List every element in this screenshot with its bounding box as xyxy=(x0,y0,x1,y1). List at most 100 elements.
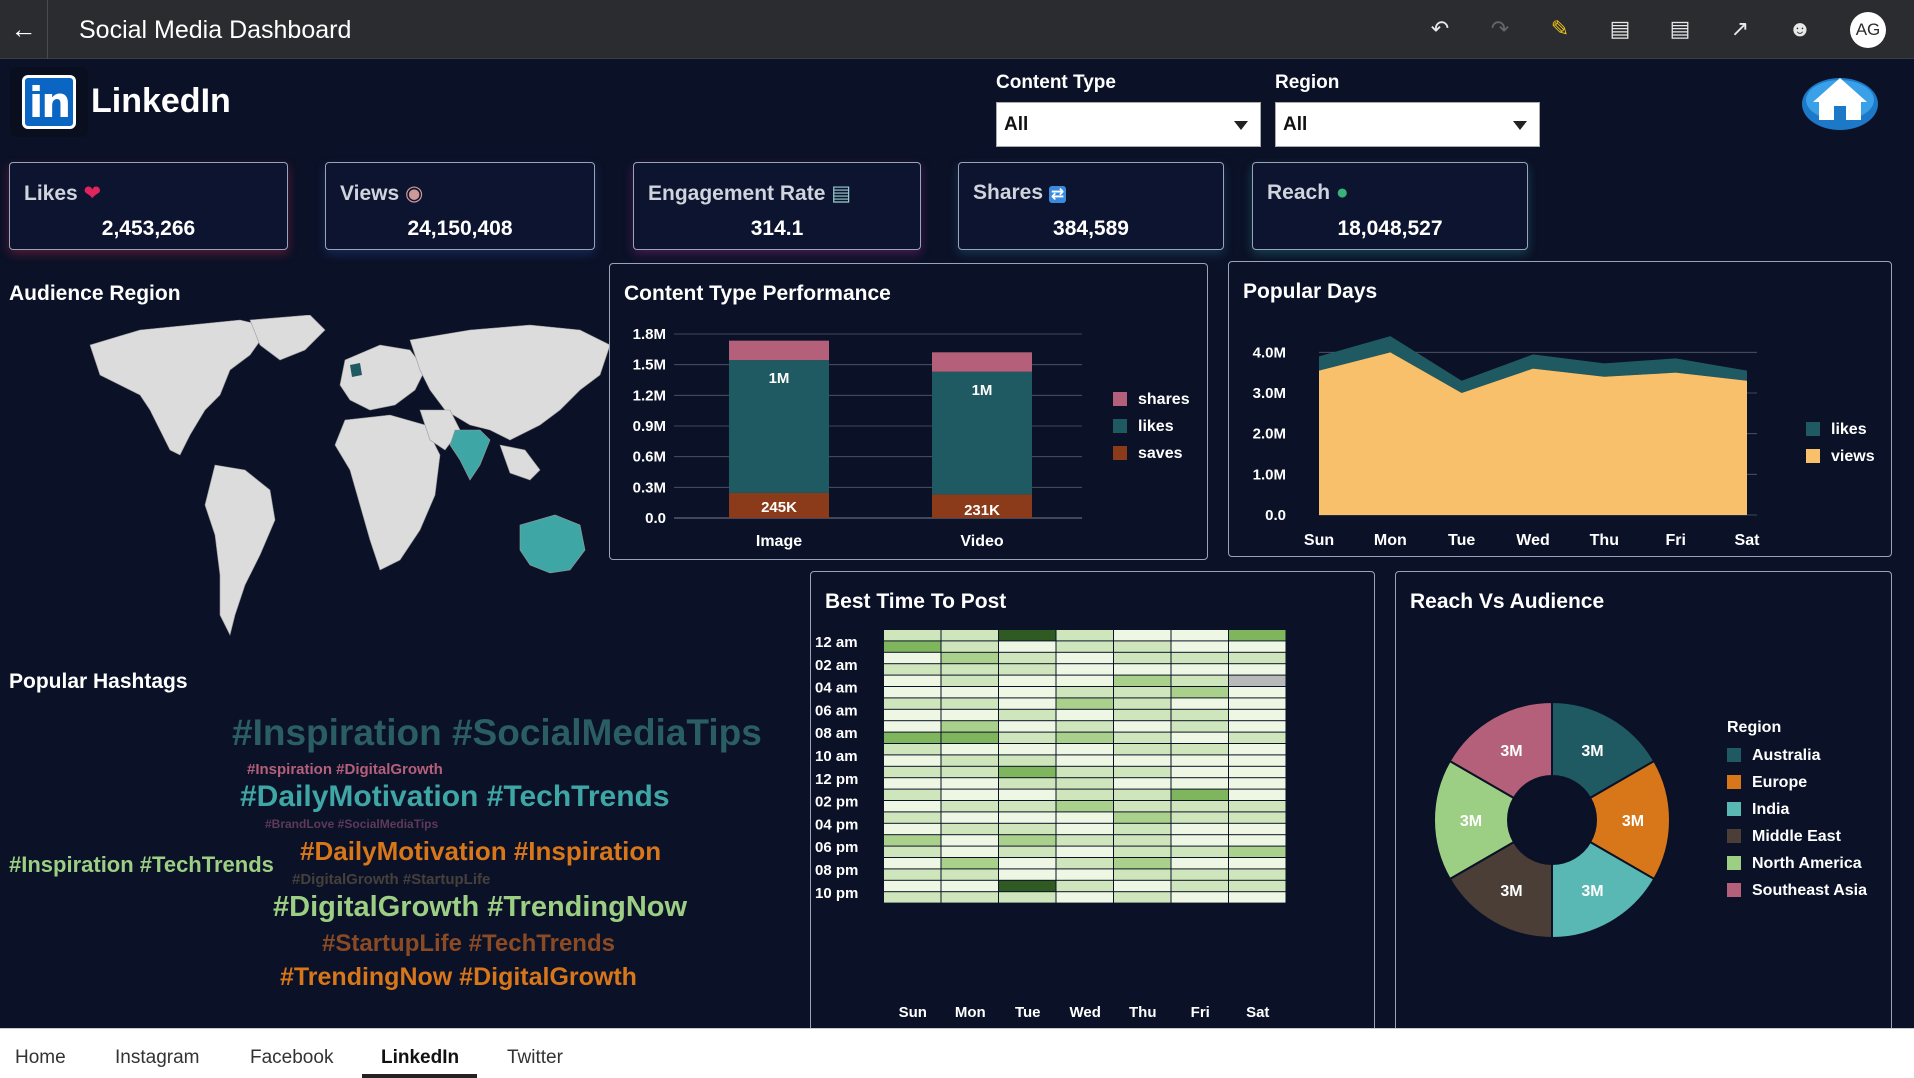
heatmap-cell xyxy=(884,652,941,664)
tab-twitter[interactable]: Twitter xyxy=(507,1047,563,1068)
heatmap-cell xyxy=(884,869,941,880)
hashtag-item[interactable]: #DailyMotivation #TechTrends xyxy=(240,780,670,813)
y-tick-label: 04 pm xyxy=(815,816,858,833)
content-type-chart-title: Content Type Performance xyxy=(624,282,891,305)
heatmap-cell xyxy=(1171,801,1228,812)
heatmap-cell xyxy=(1171,732,1228,743)
comment-icon[interactable]: ▤ xyxy=(1669,16,1691,41)
y-tick-label: 10 am xyxy=(815,748,858,765)
x-tick-label: Video xyxy=(960,533,1004,550)
legend-swatch xyxy=(1113,392,1127,406)
tab-instagram[interactable]: Instagram xyxy=(115,1047,200,1068)
heatmap-cell xyxy=(884,721,941,732)
heatmap-cell xyxy=(1056,869,1113,880)
tab-home[interactable]: Home xyxy=(15,1047,66,1068)
world-map[interactable] xyxy=(80,315,610,670)
avatar[interactable]: AG xyxy=(1850,12,1886,48)
heatmap-cell xyxy=(999,835,1056,846)
legend-label: Australia xyxy=(1752,747,1821,764)
legend-label: Middle East xyxy=(1752,828,1842,845)
heatmap-cell xyxy=(1114,755,1171,766)
y-tick-label: 1.0M xyxy=(1253,466,1286,483)
x-tick-label: Fri xyxy=(1191,1004,1210,1021)
heatmap-cell xyxy=(1171,778,1228,789)
reach-audience-chart-title: Reach Vs Audience xyxy=(1410,590,1605,613)
hashtag-item[interactable]: #Inspiration #DigitalGrowth xyxy=(247,761,443,778)
heatmap-cell xyxy=(1056,652,1113,664)
hashtag-item[interactable]: #BrandLove #SocialMediaTips xyxy=(265,817,439,831)
hashtag-item[interactable]: #TrendingNow #DigitalGrowth xyxy=(280,963,637,991)
y-tick-label: 0.3M xyxy=(633,479,666,496)
legend-label: saves xyxy=(1138,445,1183,462)
hashtag-item[interactable]: #StartupLife #TechTrends xyxy=(322,930,615,957)
heatmap-cell xyxy=(884,630,941,641)
heatmap-cell xyxy=(1171,835,1228,846)
popular-days-chart: 0.0 1.0M 2.0M 3.0M 4.0M Sun Mon Tue Wed Thu Fri Sat… xyxy=(1253,336,1875,549)
region-value: All xyxy=(1283,114,1308,135)
heatmap-cell xyxy=(999,630,1056,641)
heatmap-cell xyxy=(1171,823,1228,835)
content-type-select[interactable]: All xyxy=(996,102,1261,147)
heatmap-cell xyxy=(999,664,1056,675)
user-icon[interactable]: ☻ xyxy=(1788,16,1812,41)
heatmap-cell xyxy=(1056,858,1113,869)
kpi-shares-value: 384,589 xyxy=(1053,217,1129,240)
map-north-america xyxy=(89,319,271,456)
hashtag-item[interactable]: #Inspiration #SocialMediaTips xyxy=(232,712,762,753)
hashtag-item[interactable]: #DigitalGrowth #StartupLife xyxy=(292,871,491,888)
map-europe xyxy=(339,344,426,411)
region-select[interactable]: All xyxy=(1275,102,1540,147)
hashtag-item[interactable]: #DailyMotivation #Inspiration xyxy=(300,836,662,866)
x-tick-label: Sat xyxy=(1246,1004,1269,1021)
heatmap-cell xyxy=(884,675,941,686)
heatmap-cell xyxy=(884,641,941,652)
home-icon[interactable] xyxy=(1801,72,1879,132)
data-label: 245K xyxy=(761,499,797,516)
heatmap-cell xyxy=(1171,709,1228,721)
back-arrow-icon[interactable]: ← xyxy=(0,0,48,59)
repeat-icon: ⇄ xyxy=(1048,186,1067,203)
app-header: ← Social Media Dashboard ↶ ↷ ✎ ▤ ▤ ↗ ☻ A… xyxy=(0,0,1914,59)
heatmap-cell xyxy=(941,664,998,675)
legend-swatch xyxy=(1727,775,1741,789)
heatmap-cell xyxy=(1229,755,1286,766)
map-india xyxy=(449,429,491,481)
heatmap-cell xyxy=(1229,869,1286,880)
hashtag-item[interactable]: #Inspiration #TechTrends xyxy=(9,852,274,877)
bar-segment-saves xyxy=(932,494,1032,518)
content-type-chart: 0.0 0.3M 0.6M 0.9M 1.2M 1.5M 1.8M Image Video 245… xyxy=(633,326,1190,550)
tab-facebook[interactable]: Facebook xyxy=(250,1047,334,1068)
heatmap-cell xyxy=(1056,721,1113,732)
legend-label: views xyxy=(1831,448,1875,465)
data-icon[interactable]: ▤ xyxy=(1609,16,1631,41)
heatmap-cell xyxy=(1056,709,1113,721)
heatmap-cell xyxy=(884,755,941,766)
redo-icon[interactable]: ↷ xyxy=(1490,16,1510,41)
map-south-america xyxy=(204,464,276,636)
heatmap-cell xyxy=(999,778,1056,789)
share-icon[interactable]: ↗ xyxy=(1730,16,1750,41)
heatmap-cell xyxy=(884,789,941,800)
legend-swatch xyxy=(1113,446,1127,460)
heatmap-cell xyxy=(1229,766,1286,778)
heatmap-cell xyxy=(1056,778,1113,789)
legend-swatch xyxy=(1727,856,1741,870)
legend-swatch xyxy=(1727,883,1741,897)
heatmap-cell xyxy=(999,869,1056,880)
heatmap-cell xyxy=(1171,687,1228,698)
y-tick-label: 02 pm xyxy=(815,794,858,811)
heatmap-cell xyxy=(999,641,1056,652)
y-tick-label: 0.6M xyxy=(633,449,666,466)
content-type-value: All xyxy=(1004,114,1029,135)
undo-icon[interactable]: ↶ xyxy=(1430,16,1450,41)
heatmap-cell xyxy=(941,641,998,652)
hashtag-item[interactable]: #DigitalGrowth #TrendingNow xyxy=(273,891,688,923)
heatmap-cell xyxy=(1229,709,1286,721)
heatmap-cell xyxy=(999,709,1056,721)
heatmap-cell xyxy=(1171,652,1228,664)
heatmap-cell xyxy=(1229,835,1286,846)
edit-icon[interactable]: ✎ xyxy=(1550,16,1570,41)
heatmap-cell xyxy=(884,846,941,857)
heatmap-cell xyxy=(1114,732,1171,743)
tab-linkedin[interactable]: LinkedIn xyxy=(381,1047,460,1068)
